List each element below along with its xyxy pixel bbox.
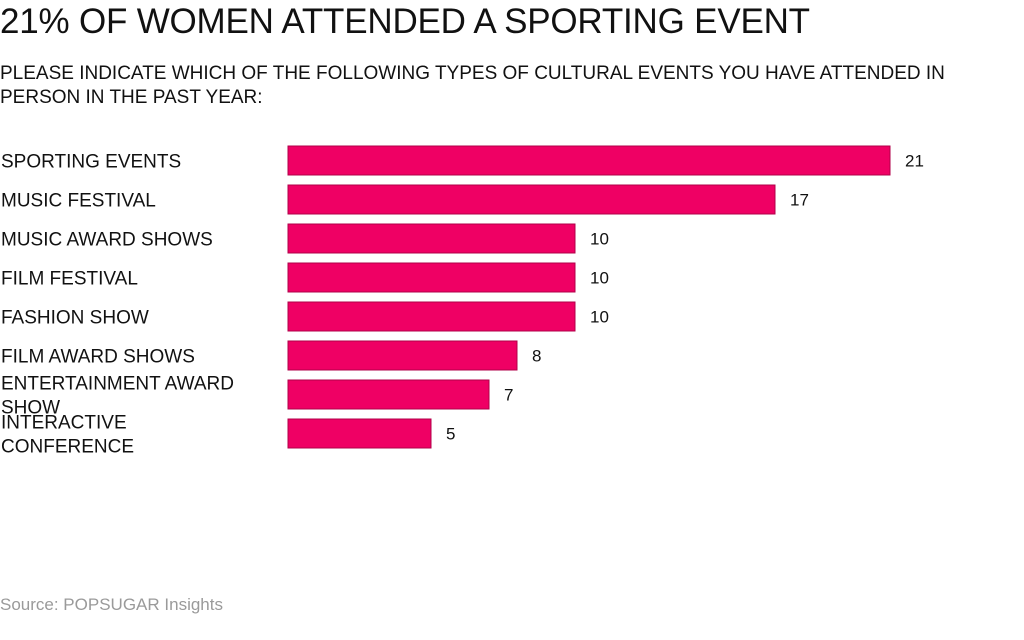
bars-group: 21 SPORTING EVENTS 17 MUSIC FESTIVAL 10 MUSIC… [1, 145, 924, 458]
bar-music-festival [287, 184, 776, 215]
value-label-music-festival: 17 [790, 191, 809, 210]
chart-subtitle: PLEASE INDICATE WHICH OF THE FOLLOWING T… [0, 63, 945, 108]
source-note: Source: POPSUGAR Insights [0, 595, 223, 614]
bar-film-award-shows [287, 340, 518, 371]
value-label-entertainment-award-show: 7 [504, 386, 513, 405]
bar-fashion-show [287, 301, 576, 332]
category-label-music-festival: MUSIC FESTIVAL [1, 191, 156, 212]
value-label-music-award-shows: 10 [590, 230, 609, 249]
bar-chart: 21 SPORTING EVENTS 17 MUSIC FESTIVAL 10 MUSIC… [1, 145, 924, 458]
value-label-film-award-shows: 8 [532, 347, 541, 366]
category-label-sporting-events: SPORTING EVENTS [1, 152, 181, 173]
category-label-fashion-show: FASHION SHOW [1, 308, 149, 329]
bar-film-festival [287, 262, 576, 293]
bar-interactive-conference [287, 418, 432, 449]
value-label-fashion-show: 10 [590, 308, 609, 327]
value-label-film-festival: 10 [590, 269, 609, 288]
value-label-sporting-events: 21 [905, 152, 924, 171]
category-label-music-award-shows: MUSIC AWARD SHOWS [1, 230, 213, 251]
bar-sporting-events [287, 145, 891, 176]
value-label-interactive-conference: 5 [446, 425, 455, 444]
bar-entertainment-award-show [287, 379, 490, 410]
bar-music-award-shows [287, 223, 576, 254]
category-label-entertainment-award-show: ENTERTAINMENT AWARD SHOW [1, 374, 234, 419]
category-label-film-award-shows: FILM AWARD SHOWS [1, 347, 195, 368]
chart-title: 21% OF WOMEN ATTENDED A SPORTING EVENT [0, 2, 810, 41]
category-label-interactive-conference: INTERACTIVE CONFERENCE [1, 413, 134, 458]
category-label-film-festival: FILM FESTIVAL [1, 269, 138, 290]
